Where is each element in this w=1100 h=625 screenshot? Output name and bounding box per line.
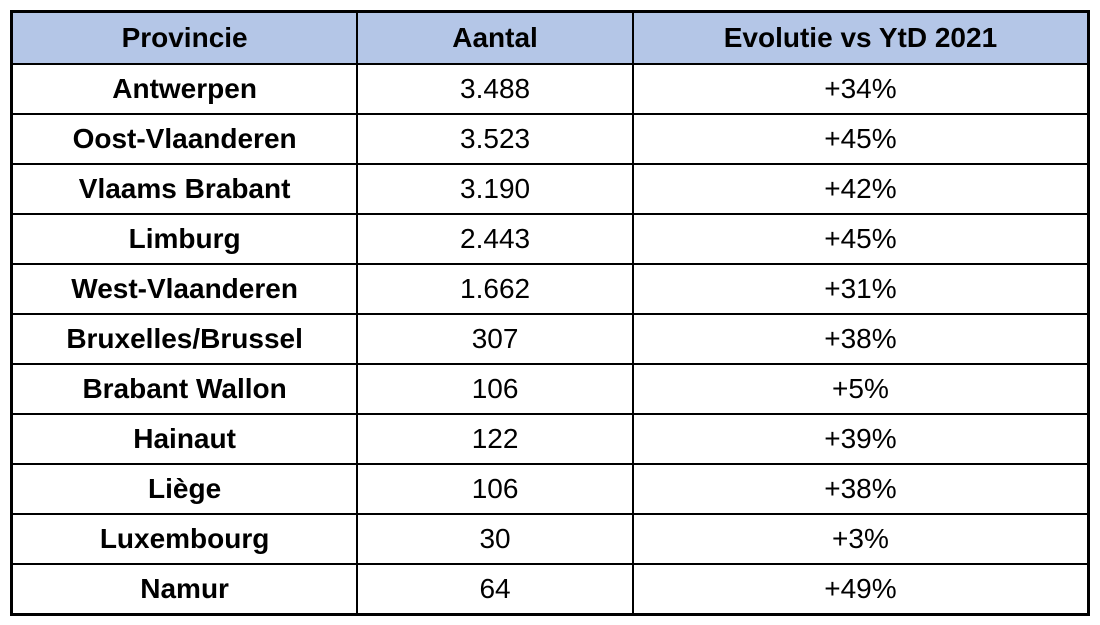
- cell-aantal: 307: [356, 313, 634, 365]
- cell-aantal: 2.443: [356, 213, 634, 265]
- header-row: Provincie Aantal Evolutie vs YtD 2021: [10, 10, 1090, 65]
- province-table: Provincie Aantal Evolutie vs YtD 2021 An…: [10, 10, 1090, 616]
- table-row: Brabant Wallon 106 +5%: [10, 363, 1090, 415]
- cell-provincie: Vlaams Brabant: [10, 163, 359, 215]
- table-row: Bruxelles/Brussel 307 +38%: [10, 313, 1090, 365]
- cell-evolutie: +31%: [631, 263, 1090, 315]
- cell-evolutie: +34%: [631, 63, 1090, 115]
- table-row: Antwerpen 3.488 +34%: [10, 63, 1090, 115]
- cell-aantal: 122: [356, 413, 634, 465]
- cell-provincie: Limburg: [10, 213, 359, 265]
- cell-aantal: 30: [356, 513, 634, 565]
- cell-evolutie: +38%: [631, 313, 1090, 365]
- cell-provincie: Antwerpen: [10, 63, 359, 115]
- table-body: Antwerpen 3.488 +34% Oost-Vlaanderen 3.523 +4…: [10, 63, 1090, 616]
- column-header-aantal: Aantal: [356, 10, 634, 65]
- cell-evolutie: +45%: [631, 213, 1090, 265]
- table-row: Oost-Vlaanderen 3.523 +45%: [10, 113, 1090, 165]
- table-row: Hainaut 122 +39%: [10, 413, 1090, 465]
- cell-evolutie: +5%: [631, 363, 1090, 415]
- cell-evolutie: +42%: [631, 163, 1090, 215]
- column-header-provincie: Provincie: [10, 10, 359, 65]
- cell-provincie: Oost-Vlaanderen: [10, 113, 359, 165]
- table-row: Liège 106 +38%: [10, 463, 1090, 515]
- cell-aantal: 3.523: [356, 113, 634, 165]
- table-row: Limburg 2.443 +45%: [10, 213, 1090, 265]
- cell-evolutie: +38%: [631, 463, 1090, 515]
- cell-aantal: 106: [356, 463, 634, 515]
- table-row: Namur 64 +49%: [10, 563, 1090, 616]
- column-header-evolutie: Evolutie vs YtD 2021: [631, 10, 1090, 65]
- cell-evolutie: +49%: [631, 563, 1090, 616]
- table-header: Provincie Aantal Evolutie vs YtD 2021: [10, 10, 1090, 65]
- cell-evolutie: +39%: [631, 413, 1090, 465]
- cell-provincie: Liège: [10, 463, 359, 515]
- cell-aantal: 106: [356, 363, 634, 415]
- table-row: West-Vlaanderen 1.662 +31%: [10, 263, 1090, 315]
- cell-provincie: Bruxelles/Brussel: [10, 313, 359, 365]
- cell-aantal: 64: [356, 563, 634, 616]
- province-table-container: Provincie Aantal Evolutie vs YtD 2021 An…: [10, 10, 1090, 616]
- table-row: Luxembourg 30 +3%: [10, 513, 1090, 565]
- cell-aantal: 1.662: [356, 263, 634, 315]
- cell-aantal: 3.190: [356, 163, 634, 215]
- cell-provincie: Namur: [10, 563, 359, 616]
- cell-evolutie: +3%: [631, 513, 1090, 565]
- cell-evolutie: +45%: [631, 113, 1090, 165]
- cell-provincie: Luxembourg: [10, 513, 359, 565]
- table-row: Vlaams Brabant 3.190 +42%: [10, 163, 1090, 215]
- cell-provincie: Brabant Wallon: [10, 363, 359, 415]
- cell-provincie: West-Vlaanderen: [10, 263, 359, 315]
- cell-provincie: Hainaut: [10, 413, 359, 465]
- cell-aantal: 3.488: [356, 63, 634, 115]
